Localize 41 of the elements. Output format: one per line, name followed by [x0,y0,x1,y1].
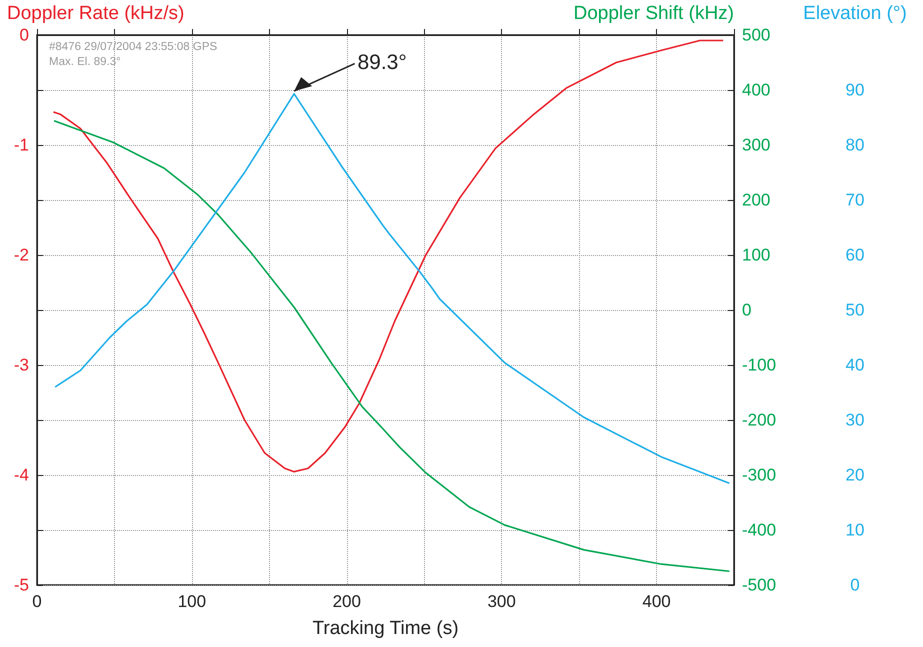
y-tick-label: -3 [14,356,29,374]
y2-tick-label: 0 [742,300,752,320]
y3-axis-title: Elevation (°) [803,3,907,24]
y3-tick-label: 90 [846,80,864,100]
x-axis-title: Tracking Time (s) [312,618,459,639]
y3-tick-label: 50 [846,300,864,320]
y3-tick-label: 10 [846,520,864,540]
y-tick-label: -2 [14,246,29,264]
y2-tick-label: -100 [742,356,776,374]
y2-tick-label: -400 [742,520,776,540]
x-tick-label: 100 [178,592,206,611]
y3-tick-label: 0 [850,576,860,594]
y2-tick-label: -300 [742,466,776,484]
y2-tick-label: 300 [742,136,770,154]
x-tick-label: 400 [642,592,671,611]
annotation: Max. El. 89.3° [49,56,121,68]
y-tick-label: 0 [20,26,29,44]
y2-tick-label: 500 [742,26,770,44]
y-tick-label: -4 [14,466,29,484]
x-tick-label: 300 [487,592,516,611]
line-series [54,93,730,484]
y2-tick-label: 400 [742,80,770,100]
x-tick-label: 0 [32,592,42,611]
y2-tick-label: 200 [742,190,770,210]
annotation: 89.3° [357,50,407,74]
annotation: #8476 29/07/2004 23:55:08 GPS [49,41,218,53]
y2-tick-label: -200 [742,410,776,430]
y-tick-label: -1 [14,136,29,154]
y3-tick-label: 80 [846,136,864,154]
y3-tick-label: 40 [846,356,864,374]
y-axis-title: Doppler Rate (kHz/s) [7,3,184,24]
y2-tick-label: -500 [742,576,776,594]
y3-tick-label: 30 [846,410,864,430]
y2-tick-label: 100 [742,246,770,264]
y3-tick-label: 20 [846,466,864,484]
line-series [53,120,730,572]
x-tick-label: 200 [332,592,361,611]
y3-tick-label: 60 [846,246,864,264]
y2-axis-title: Doppler Shift (kHz) [574,3,734,24]
y3-tick-label: 70 [846,190,864,210]
y-tick-label: -5 [14,576,29,594]
